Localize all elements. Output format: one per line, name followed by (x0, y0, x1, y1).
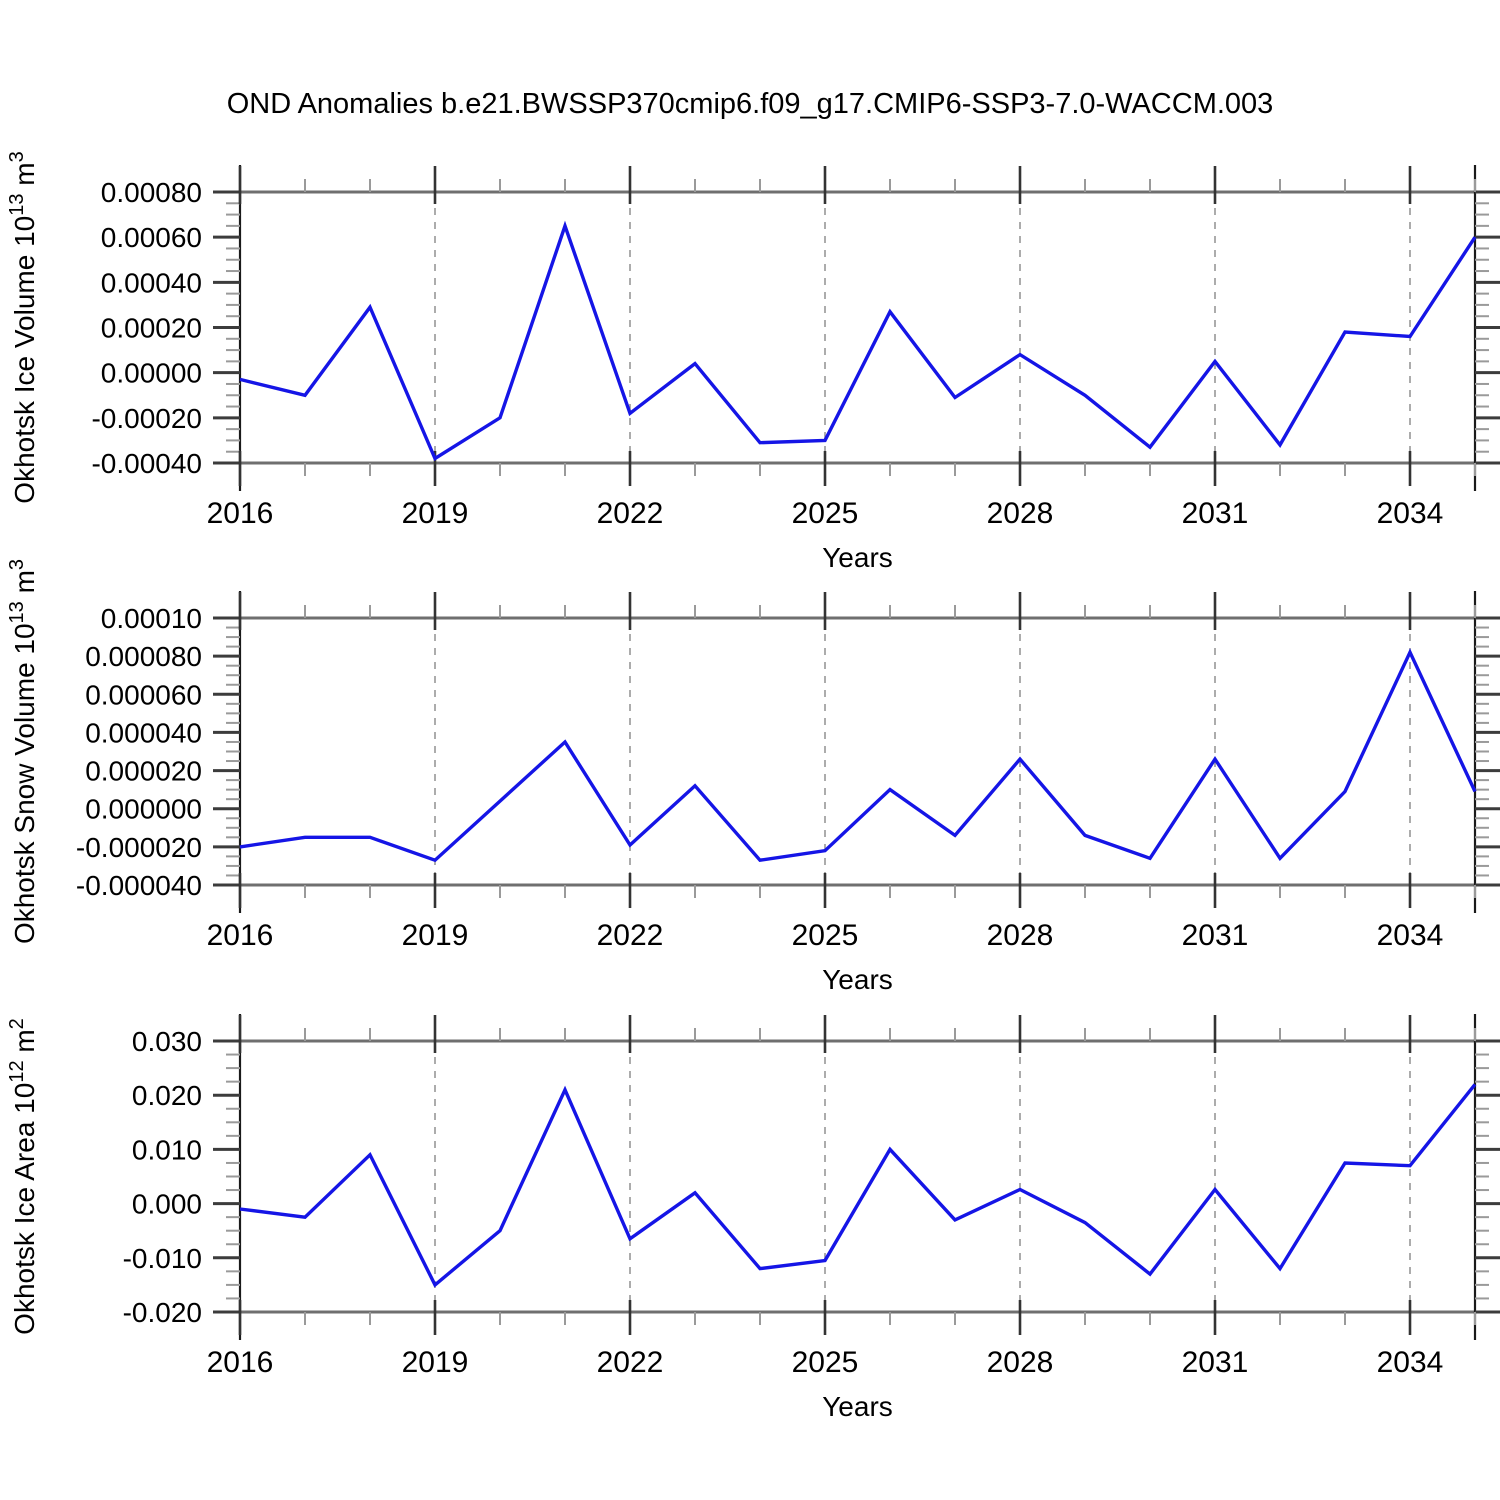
y-tick-label: -0.010 (123, 1243, 202, 1274)
x-tick-label: 2019 (402, 1346, 469, 1379)
x-tick-label: 2034 (1377, 497, 1444, 530)
y-axis-title: Okhotsk Ice Area 1012 m2 (6, 1018, 40, 1335)
x-tick-label: 2022 (597, 919, 664, 952)
y-tick-label: 0.00020 (101, 313, 202, 344)
x-tick-label: 2034 (1377, 1346, 1444, 1379)
panel-okhotsk-ice-volume: 0.00080 0.00060 0.00040 0.00020 0.00000 -0.00… (6, 151, 1500, 573)
y-tick-label: 0.000020 (85, 756, 202, 787)
x-tick-label: 2025 (792, 919, 859, 952)
y-tick-label: 0.00040 (101, 267, 202, 298)
y-tick-label: 0.000040 (85, 717, 202, 748)
x-tick-label: 2019 (402, 919, 469, 952)
x-tick-label: 2022 (597, 1346, 664, 1379)
y-axis-title: Okhotsk Ice Volume 1013 m3 (6, 151, 40, 503)
x-tick-label: 2028 (987, 1346, 1054, 1379)
y-tick-label: 0.00060 (101, 222, 202, 253)
y-tick-label: -0.020 (123, 1297, 202, 1328)
y-tick-label: 0.00010 (101, 603, 202, 634)
x-tick-label: 2031 (1182, 919, 1249, 952)
x-tick-label: 2028 (987, 497, 1054, 530)
x-tick-label: 2031 (1182, 497, 1249, 530)
okhotsk-ice-volume-line (239, 220, 1477, 461)
chart-title: OND Anomalies b.e21.BWSSP370cmip6.f09_g1… (226, 88, 1274, 120)
y-tick-label: 0.00080 (101, 177, 202, 208)
x-axis-title: Years (822, 964, 893, 995)
okhotsk-ice-area-line (239, 1083, 1477, 1288)
x-tick-label: 2016 (207, 497, 274, 530)
y-tick-label: 0.030 (132, 1026, 202, 1057)
y-tick-label: -0.00020 (91, 403, 202, 434)
y-tick-label: -0.00040 (91, 448, 202, 479)
okhotsk-snow-volume-line (239, 648, 1477, 863)
y-tick-label: -0.000020 (76, 832, 202, 863)
y-tick-label: 0.000080 (85, 641, 202, 672)
x-tick-label: 2031 (1182, 1346, 1249, 1379)
y-axis-title: Okhotsk Snow Volume 1013 m3 (6, 559, 40, 944)
y-tick-label: -0.000040 (76, 870, 202, 901)
y-tick-label: 0.000 (132, 1189, 202, 1220)
x-tick-label: 2028 (987, 919, 1054, 952)
y-tick-label: 0.00000 (101, 358, 202, 389)
x-axis-title: Years (822, 542, 893, 573)
x-tick-label: 2034 (1377, 919, 1444, 952)
y-tick-label: 0.010 (132, 1134, 202, 1165)
y-tick-label: 0.000000 (85, 794, 202, 825)
x-tick-label: 2025 (792, 497, 859, 530)
y-tick-label: 0.000060 (85, 679, 202, 710)
y-tick-label: 0.020 (132, 1080, 202, 1111)
x-axis-title: Years (822, 1391, 893, 1422)
x-tick-label: 2016 (207, 1346, 274, 1379)
x-tick-label: 2019 (402, 497, 469, 530)
x-tick-label: 2022 (597, 497, 664, 530)
panel-okhotsk-snow-volume: 0.00010 0.000080 0.000060 0.000040 0.000020 0… (6, 559, 1500, 995)
x-tick-label: 2016 (207, 919, 274, 952)
x-tick-label: 2025 (792, 1346, 859, 1379)
